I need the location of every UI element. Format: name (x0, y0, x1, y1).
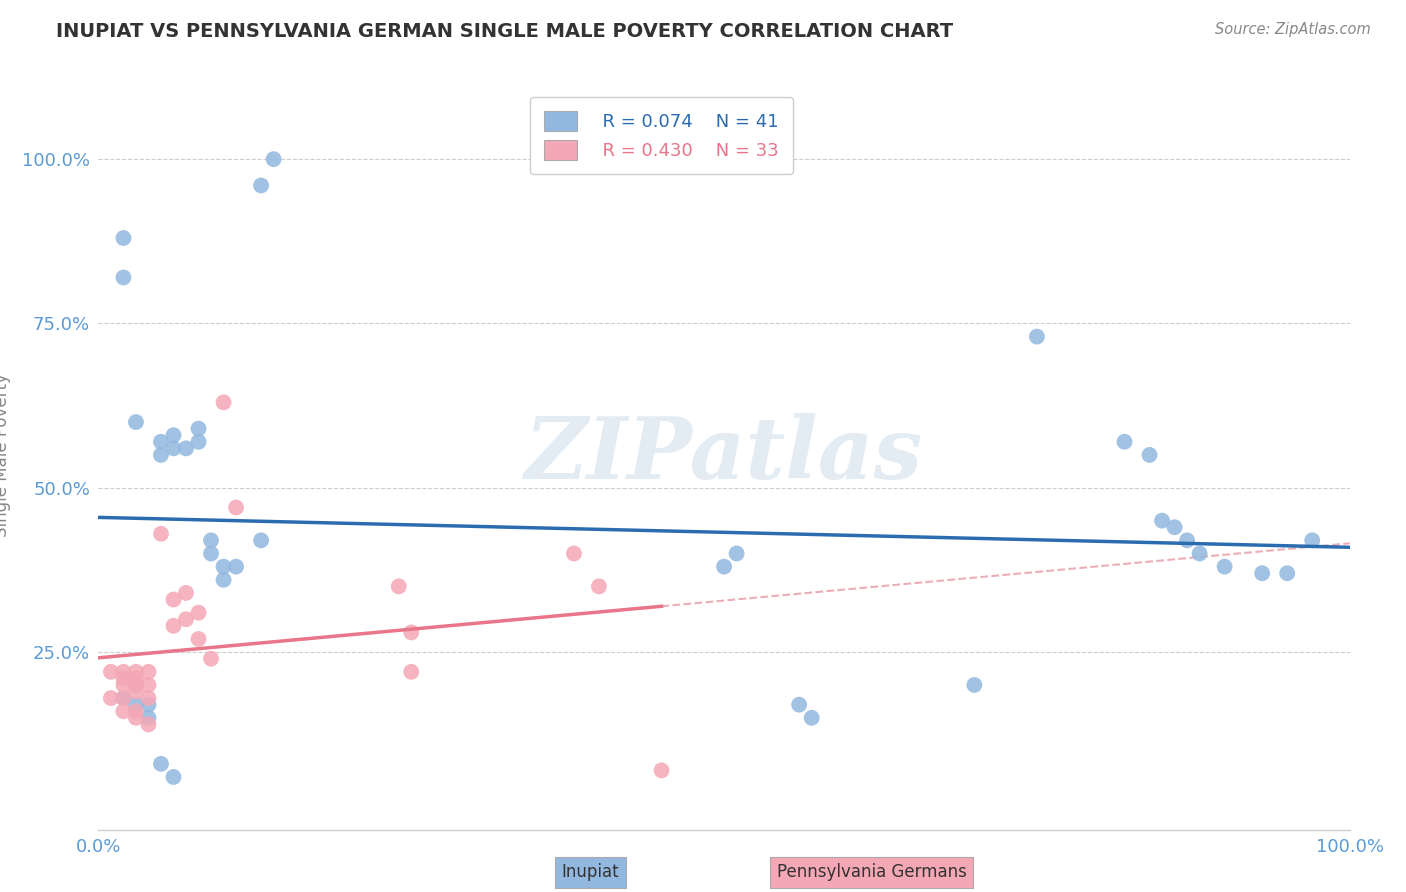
Point (100, 691, 122, 706)
Point (112, 691, 135, 706)
Point (1026, 329, 1049, 343)
Point (225, 500, 247, 515)
Point (963, 678, 986, 692)
Point (112, 704, 135, 718)
Point (1213, 559, 1236, 574)
Point (650, 764, 672, 778)
Point (212, 395, 235, 409)
Point (125, 672, 148, 686)
Point (162, 592, 184, 607)
Point (125, 711, 148, 725)
Point (787, 698, 810, 712)
Point (162, 442, 184, 456)
Point (200, 651, 222, 665)
Point (1188, 547, 1211, 561)
Legend:   R = 0.074    N = 41,   R = 0.430    N = 33: R = 0.074 N = 41, R = 0.430 N = 33 (530, 97, 793, 175)
Point (138, 711, 160, 725)
Point (200, 547, 222, 561)
Point (125, 704, 148, 718)
Point (112, 691, 135, 706)
Point (1114, 434, 1136, 449)
Point (225, 559, 247, 574)
Point (112, 270, 135, 285)
Point (212, 573, 235, 587)
Text: INUPIAT VS PENNSYLVANIA GERMAN SINGLE MALE POVERTY CORRELATION CHART: INUPIAT VS PENNSYLVANIA GERMAN SINGLE MA… (56, 22, 953, 41)
Point (125, 678, 148, 692)
Point (1150, 514, 1173, 528)
Text: Pennsylvania Germans: Pennsylvania Germans (776, 863, 967, 881)
Point (125, 684, 148, 698)
Point (150, 526, 173, 541)
Point (138, 691, 160, 706)
Point (388, 579, 411, 593)
Point (401, 625, 423, 640)
Point (125, 415, 148, 429)
Point (112, 231, 135, 245)
Point (1163, 520, 1185, 534)
Point (1139, 448, 1161, 462)
Point (174, 612, 197, 626)
Y-axis label: Single Male Poverty: Single Male Poverty (0, 373, 11, 537)
Point (800, 711, 823, 725)
Point (138, 698, 160, 712)
Point (200, 533, 222, 548)
Point (162, 619, 184, 633)
Point (174, 586, 197, 600)
Point (263, 152, 285, 166)
Point (250, 533, 273, 548)
Point (187, 606, 209, 620)
Point (150, 434, 173, 449)
Point (250, 178, 273, 193)
Point (150, 448, 173, 462)
Point (125, 698, 148, 712)
Point (401, 665, 423, 679)
Text: Inupiat: Inupiat (562, 863, 619, 881)
Point (138, 678, 160, 692)
Point (713, 559, 735, 574)
Point (112, 678, 135, 692)
Point (562, 547, 585, 561)
Point (112, 672, 135, 686)
Point (162, 428, 184, 442)
Text: ZIPatlas: ZIPatlas (524, 413, 924, 497)
Point (174, 442, 197, 456)
Point (125, 665, 148, 679)
Point (1277, 566, 1299, 581)
Point (588, 579, 610, 593)
Point (1301, 533, 1323, 548)
Point (187, 422, 209, 436)
Point (187, 632, 209, 646)
Point (138, 665, 160, 679)
Point (1175, 533, 1198, 548)
Point (100, 665, 122, 679)
Text: Source: ZipAtlas.com: Source: ZipAtlas.com (1215, 22, 1371, 37)
Point (138, 717, 160, 731)
Point (187, 434, 209, 449)
Point (150, 756, 173, 771)
Point (725, 547, 748, 561)
Point (212, 559, 235, 574)
Point (1251, 566, 1274, 581)
Point (125, 678, 148, 692)
Point (162, 770, 184, 784)
Point (112, 665, 135, 679)
